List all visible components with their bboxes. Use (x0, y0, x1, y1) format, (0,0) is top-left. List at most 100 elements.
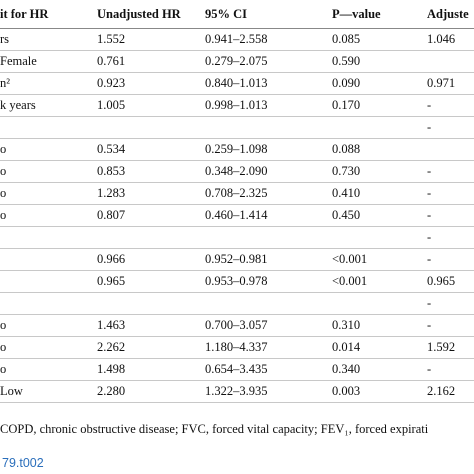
empty-cell (421, 50, 474, 73)
table-row: o 1.463 0.700–3.057 0.310- (0, 314, 474, 337)
table-cell: 0.348–2.090 (199, 160, 326, 183)
table-cell: n² (0, 72, 91, 95)
table-row: - (0, 116, 474, 139)
table-cell: 0.953–0.978 (199, 270, 326, 293)
empty-cell (0, 270, 91, 293)
table-row: - (0, 292, 474, 315)
table-cell: 0.761 (91, 50, 199, 73)
empty-cell (199, 226, 326, 249)
table-cell: 0.534 (91, 138, 199, 161)
table-cell: 0.965 (421, 270, 474, 293)
header-row: it for HR Unadjusted HR 95% CI P—value Adjus… (0, 0, 474, 29)
table-cell: 0.853 (91, 160, 199, 183)
table-cell: o (0, 138, 91, 161)
table-row: - (0, 226, 474, 249)
empty-cell (199, 116, 326, 139)
table-cell: 1.046 (421, 28, 474, 51)
table-cell: 0.966 (91, 248, 199, 271)
header-cell: it for HR (0, 0, 91, 29)
table-cell: - (421, 182, 474, 205)
table-cell: - (421, 94, 474, 117)
table-cell: 0.941–2.558 (199, 28, 326, 51)
table-cell: 0.807 (91, 204, 199, 227)
table-cell: - (421, 116, 474, 139)
table-cell: - (421, 358, 474, 381)
table-cell: o (0, 314, 91, 337)
empty-cell (91, 116, 199, 139)
empty-cell (0, 116, 91, 139)
header-cell: 95% CI (199, 0, 326, 29)
table-cell: 0.965 (91, 270, 199, 293)
table-cell: 1.552 (91, 28, 199, 51)
table-cell: 0.700–3.057 (199, 314, 326, 337)
table-cell: 0.708–2.325 (199, 182, 326, 205)
table-cell: o (0, 182, 91, 205)
table-row: o 0.853 0.348–2.090 0.730- (0, 160, 474, 183)
table-cell: k years (0, 94, 91, 117)
table-cell: 2.162 (421, 380, 474, 403)
doi-link[interactable]: 79.t002 (2, 456, 44, 470)
table-row: o 2.262 1.180–4.337 0.014 1.592 (0, 336, 474, 359)
empty-cell (0, 292, 91, 315)
table-cell: 0.170 (326, 94, 421, 117)
empty-cell (421, 138, 474, 161)
table-cell: 0.460–1.414 (199, 204, 326, 227)
table-cell: 1.005 (91, 94, 199, 117)
table-cell: 0.340 (326, 358, 421, 381)
table-cell: - (421, 204, 474, 227)
table-cell: Low (0, 380, 91, 403)
table-row: 0.966 0.952–0.981 <0.001- (0, 248, 474, 271)
table-row: o 0.807 0.460–1.414 0.450- (0, 204, 474, 227)
empty-cell (326, 292, 421, 315)
table-cell: 0.923 (91, 72, 199, 95)
table-row: o 1.283 0.708–2.325 0.410- (0, 182, 474, 205)
table-cell: 1.180–4.337 (199, 336, 326, 359)
table-row: n² 0.923 0.840–1.013 0.090 0.971 (0, 72, 474, 95)
table-row: Low 2.280 1.322–3.935 0.003 2.162 (0, 380, 474, 403)
table-cell: 0.088 (326, 138, 421, 161)
table-cell: o (0, 358, 91, 381)
empty-cell (326, 116, 421, 139)
table-cell: - (421, 160, 474, 183)
empty-cell (91, 226, 199, 249)
table-cell: 0.279–2.075 (199, 50, 326, 73)
table-cell: 0.259–1.098 (199, 138, 326, 161)
table-cell: <0.001 (326, 270, 421, 293)
table-cell: 2.262 (91, 336, 199, 359)
table-cell: 1.592 (421, 336, 474, 359)
empty-cell (0, 226, 91, 249)
table-cell: 1.322–3.935 (199, 380, 326, 403)
table-cell: o (0, 204, 91, 227)
table-cell: Female (0, 50, 91, 73)
table-cell: - (421, 314, 474, 337)
footnote: COPD, chronic obstructive disease; FVC, … (0, 422, 429, 436)
table-cell: - (421, 292, 474, 315)
table-row: Female 0.761 0.279–2.075 0.590 (0, 50, 474, 73)
table-row: o 0.534 0.259–1.098 0.088 (0, 138, 474, 161)
table-cell: 0.310 (326, 314, 421, 337)
table-cell: 0.840–1.013 (199, 72, 326, 95)
table-row: 0.965 0.953–0.978 <0.001 0.965 (0, 270, 474, 293)
empty-cell (0, 248, 91, 271)
table-cell: o (0, 336, 91, 359)
results-table: it for HR Unadjusted HR 95% CI P—value Adjus… (0, 0, 474, 403)
table-cell: 0.590 (326, 50, 421, 73)
header-cell: Unadjusted HR (91, 0, 199, 29)
table-cell: o (0, 160, 91, 183)
table-cell: 0.003 (326, 380, 421, 403)
table-cell: 0.998–1.013 (199, 94, 326, 117)
table-cell: 1.498 (91, 358, 199, 381)
empty-cell (199, 292, 326, 315)
table-row: o 1.498 0.654–3.435 0.340- (0, 358, 474, 381)
table-cell: 0.410 (326, 182, 421, 205)
table-cell: 0.952–0.981 (199, 248, 326, 271)
table-row: rs 1.552 0.941–2.558 0.085 1.046 (0, 28, 474, 51)
table-cell: <0.001 (326, 248, 421, 271)
table-cell: 0.730 (326, 160, 421, 183)
table-cell: - (421, 226, 474, 249)
header-cell: Adjuste (421, 0, 474, 29)
table-cell: 0.085 (326, 28, 421, 51)
table-cell: 1.283 (91, 182, 199, 205)
table-cell: 0.090 (326, 72, 421, 95)
